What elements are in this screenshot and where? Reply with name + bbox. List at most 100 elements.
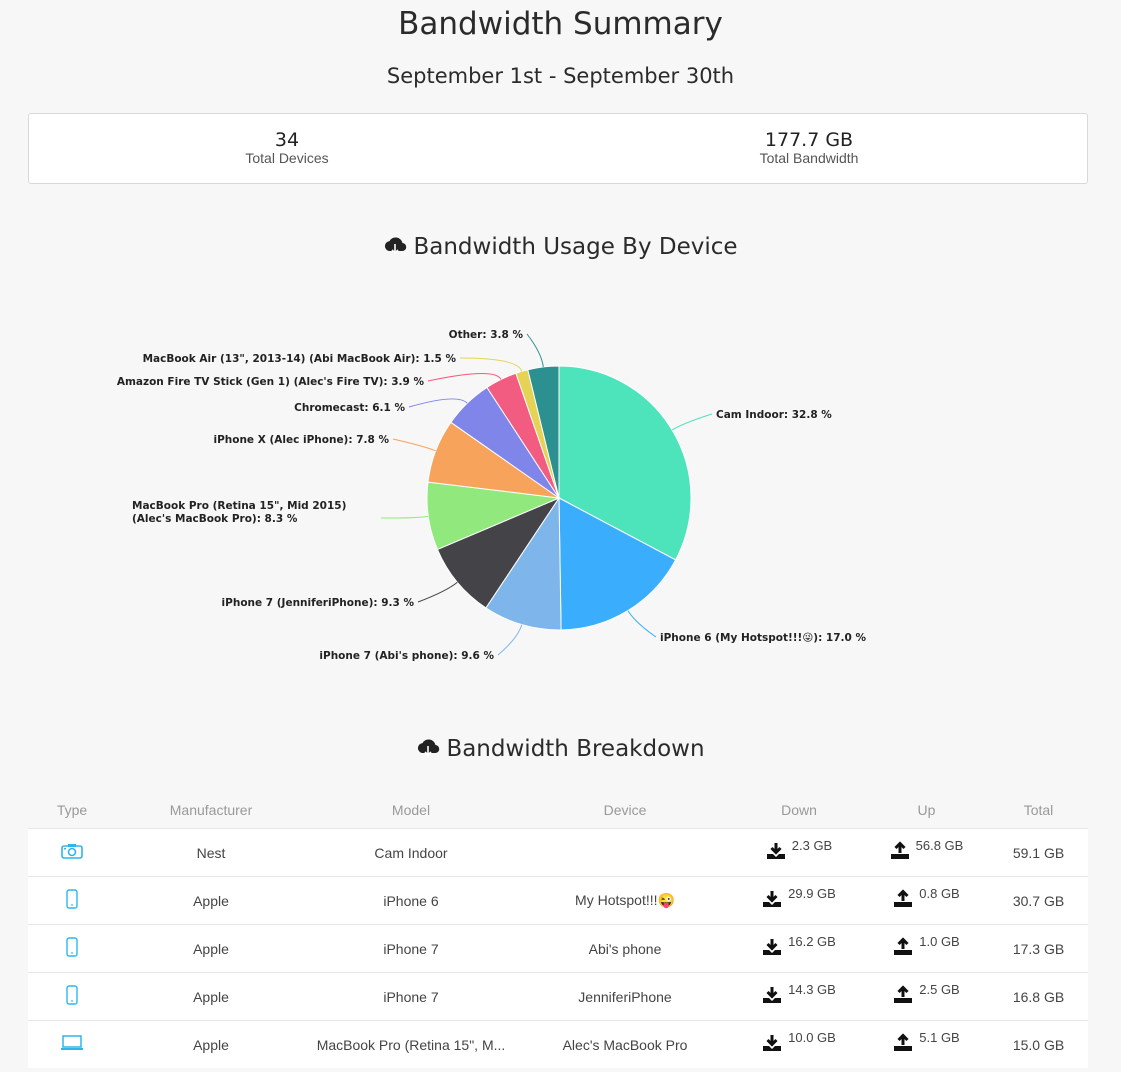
- down-value: 29.9 GB: [788, 885, 836, 901]
- bandwidth-breakdown-table: Type Manufacturer Model Device Down Up T…: [28, 792, 1088, 1068]
- pie-label: Cam Indoor: 32.8 %: [716, 409, 832, 421]
- pie-slice[interactable]: [558, 497, 677, 631]
- table-row[interactable]: Apple MacBook Pro (Retina 15", M... Alec's…: [28, 1020, 1088, 1068]
- device-cell: Alec's MacBook Pro: [516, 1020, 734, 1068]
- total-cell: 17.3 GB: [989, 924, 1088, 973]
- total-bandwidth-value: 177.7 GB: [764, 129, 854, 151]
- down-cell: 2.3 GB: [734, 828, 864, 877]
- breakdown-section-label: Bandwidth Breakdown: [446, 736, 705, 762]
- upload-icon: [890, 841, 909, 859]
- upload-icon: [894, 985, 913, 1003]
- manufacturer-cell: Apple: [116, 924, 306, 973]
- down-value: 14.3 GB: [788, 981, 836, 997]
- up-value: 5.1 GB: [919, 1029, 960, 1045]
- pie-label: Other: 3.8 %: [449, 329, 524, 341]
- manufacturer-cell: Apple: [116, 972, 306, 1021]
- table-row[interactable]: Apple iPhone 7 JenniferiPhone 14.3 GB 2.5 GB…: [28, 972, 1088, 1021]
- download-icon: [763, 939, 782, 955]
- column-header-device[interactable]: Device: [603, 802, 647, 818]
- pie-label: Chromecast: 6.1 %: [294, 402, 405, 414]
- cloud-download-icon: [418, 739, 440, 757]
- summary-panel: 34 Total Devices 177.7 GB Total Bandwidt…: [28, 113, 1088, 184]
- camera-icon: [61, 844, 83, 862]
- pie-slice[interactable]: [527, 365, 560, 499]
- up-value: 0.8 GB: [919, 885, 960, 901]
- breakdown-section-title: Bandwidth Breakdown: [0, 736, 1121, 762]
- download-icon: [766, 843, 785, 859]
- total-bandwidth-stat: 177.7 GB Total Bandwidth: [659, 130, 959, 166]
- device-cell: Abi's phone: [516, 924, 734, 973]
- model-cell: iPhone 7: [306, 924, 516, 973]
- pie-label: iPhone X (Alec iPhone): 7.8 %: [213, 434, 389, 446]
- down-cell: 10.0 GB: [734, 1020, 864, 1068]
- manufacturer-cell: Nest: [116, 828, 306, 877]
- pie-slice[interactable]: [436, 496, 561, 609]
- phone-icon: [66, 889, 78, 912]
- table-row[interactable]: Apple iPhone 7 Abi's phone 16.2 GB 1.0 GB 17.…: [28, 924, 1088, 973]
- column-header-type[interactable]: Type: [56, 802, 88, 818]
- total-devices-label: Total Devices: [245, 150, 329, 166]
- up-cell: 5.1 GB: [864, 1020, 989, 1068]
- table-header-row: Type Manufacturer Model Device Down Up T…: [28, 792, 1088, 829]
- column-header-up[interactable]: Up: [917, 802, 936, 818]
- total-bandwidth-label: Total Bandwidth: [759, 150, 859, 166]
- pie-connector: [671, 413, 713, 431]
- usage-section-title: Bandwidth Usage By Device: [0, 234, 1121, 260]
- total-cell: 15.0 GB: [989, 1020, 1088, 1068]
- pie-label: iPhone 6 (My Hotspot!!!😜): 17.0 %: [660, 632, 866, 644]
- model-cell: iPhone 7: [306, 972, 516, 1021]
- up-value: 1.0 GB: [919, 933, 960, 949]
- phone-icon: [66, 937, 78, 960]
- pie-connector: [497, 624, 523, 656]
- pie-label: MacBook Pro (Retina 15", Mid 2015) (Alec'…: [132, 500, 346, 525]
- pie-connector: [392, 438, 436, 452]
- down-value: 16.2 GB: [788, 933, 836, 949]
- table-row[interactable]: Apple iPhone 6 My Hotspot!!!😜 29.9 GB 0.8 GB…: [28, 876, 1088, 925]
- down-cell: 29.9 GB: [734, 876, 864, 925]
- manufacturer-cell: Apple: [116, 1020, 306, 1068]
- device-type-cell: [28, 1020, 116, 1068]
- date-range: September 1st - September 30th: [386, 64, 735, 88]
- total-devices-value: 34: [274, 129, 300, 151]
- upload-icon: [894, 1033, 913, 1051]
- pie-slice[interactable]: [485, 496, 562, 631]
- down-value: 10.0 GB: [788, 1029, 836, 1045]
- pie-label: iPhone 7 (Abi's phone): 9.6 %: [319, 650, 494, 662]
- up-cell: 1.0 GB: [864, 924, 989, 973]
- pie-connector: [427, 373, 502, 382]
- down-cell: 14.3 GB: [734, 972, 864, 1021]
- column-header-manufacturer[interactable]: Manufacturer: [169, 802, 253, 818]
- total-cell: 59.1 GB: [989, 828, 1088, 877]
- pie-connector: [526, 333, 544, 367]
- up-cell: 0.8 GB: [864, 876, 989, 925]
- table-row[interactable]: Nest Cam Indoor 2.3 GB 56.8 GB 59.1 GB: [28, 828, 1088, 877]
- column-header-total[interactable]: Total: [1023, 802, 1054, 818]
- column-header-model[interactable]: Model: [391, 802, 431, 818]
- manufacturer-cell: Apple: [116, 876, 306, 925]
- total-cell: 30.7 GB: [989, 876, 1088, 925]
- usage-section-label: Bandwidth Usage By Device: [413, 234, 738, 260]
- pie-connector: [408, 398, 468, 408]
- device-type-cell: [28, 924, 116, 973]
- pie-connector: [380, 515, 429, 519]
- device-type-cell: [28, 828, 116, 877]
- device-cell: [516, 828, 734, 877]
- up-cell: 2.5 GB: [864, 972, 989, 1021]
- total-cell: 16.8 GB: [989, 972, 1088, 1021]
- model-cell: MacBook Pro (Retina 15", M...: [306, 1020, 516, 1068]
- pie-connector: [627, 610, 657, 638]
- page-title: Bandwidth Summary: [398, 6, 723, 42]
- download-icon: [763, 987, 782, 1003]
- pie-label: iPhone 7 (JenniferiPhone): 9.3 %: [222, 597, 415, 609]
- cloud-download-icon: [385, 237, 407, 255]
- device-type-cell: [28, 876, 116, 925]
- up-value: 56.8 GB: [915, 837, 964, 853]
- pie-connector: [459, 357, 523, 372]
- bandwidth-pie-chart: Cam Indoor: 32.8 % iPhone 6 (My Hotspot!!…: [117, 329, 867, 662]
- column-header-down[interactable]: Down: [781, 802, 817, 818]
- down-value: 2.3 GB: [791, 837, 833, 853]
- phone-icon: [66, 985, 78, 1008]
- pie-slice[interactable]: [558, 365, 692, 561]
- model-cell: Cam Indoor: [306, 828, 516, 877]
- pie-label: MacBook Air (13", 2013-14) (Abi MacBook …: [143, 353, 457, 365]
